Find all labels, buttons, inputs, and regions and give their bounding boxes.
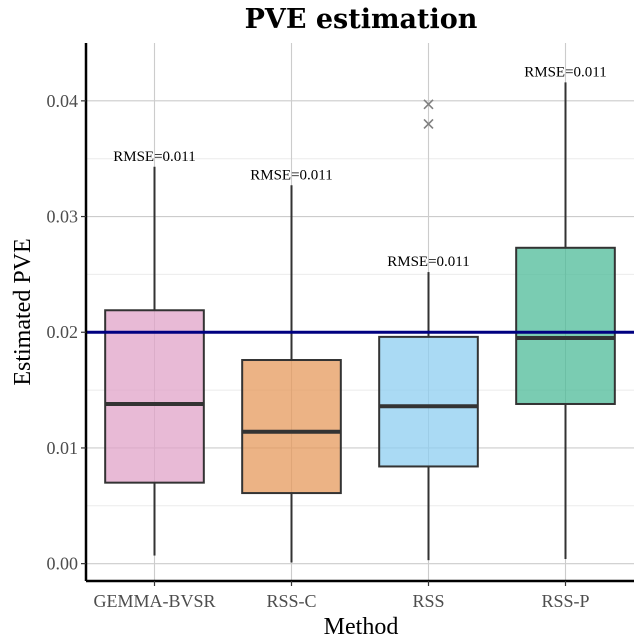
rmse-annotation: RMSE=0.011 [250,167,333,183]
outlier-point [423,99,434,110]
box [104,309,205,484]
y-axis-title: Estimated PVE [10,238,36,385]
rmse-annotation: RMSE=0.011 [524,64,607,80]
y-tick-label: 0.04 [47,91,79,111]
x-tick-label: RSS-C [266,591,316,611]
rmse-annotation: RMSE=0.011 [113,149,196,165]
outlier-point [423,118,434,130]
plot-area: RMSE=0.011 RMSE=0.011 RMSE=0.011 RMSE=0.011… [47,43,634,611]
y-tick-label: 0.00 [47,554,79,574]
box [515,246,616,405]
y-tick-label: 0.01 [47,438,79,458]
rmse-annotation: RMSE=0.011 [387,254,470,270]
chart-title: PVE estimation [245,4,478,35]
box [378,335,479,468]
x-tick-label: GEMMA-BVSR [93,591,215,611]
y-tick-label: 0.02 [47,322,79,342]
y-tick-label: 0.03 [47,207,79,227]
box [241,359,342,495]
x-axis-title: Method [324,614,399,640]
x-tick-label: RSS [412,591,444,611]
x-tick-label: RSS-P [541,591,589,611]
